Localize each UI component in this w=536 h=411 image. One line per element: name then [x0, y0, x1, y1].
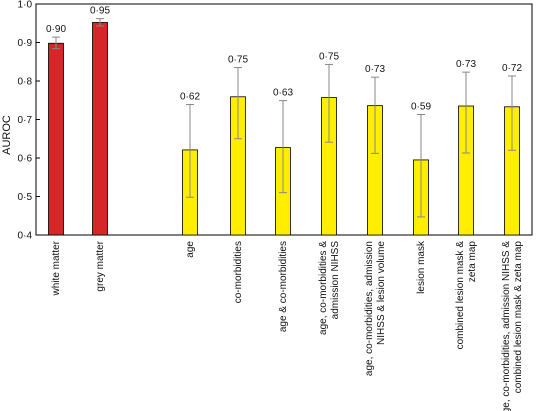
x-tick-label: NIHSS & lesion volume	[376, 241, 387, 345]
x-tick-label: age, co-morbidities, admission	[364, 241, 375, 376]
data-label: 0·62	[180, 91, 200, 102]
x-tick-labels: white matter grey matter age co-morbidities…	[51, 240, 524, 411]
y-tick-label: 0·8	[18, 77, 33, 88]
data-label: 0·75	[319, 51, 339, 62]
x-tick-label: combined lesion mask &	[455, 241, 466, 350]
y-tick-label: 0·4	[18, 231, 33, 242]
y-tick-label: 1·0	[18, 0, 33, 11]
y-tick-label: 0·5	[18, 192, 33, 203]
bars: 0·90 0·95 0·62 0·75 0·63 0·75 0·73 0·59 0·73 0·72	[46, 6, 522, 236]
data-label: 0·75	[228, 55, 248, 66]
x-tick-label: combined lesion mask & zeta map	[513, 241, 524, 394]
bar	[92, 22, 108, 236]
y-tick-label: 0·9	[18, 38, 33, 49]
data-label: 0·90	[46, 24, 66, 35]
data-label: 0·72	[502, 63, 522, 74]
x-tick-label: grey matter	[95, 240, 106, 291]
y-tick-label: 0·6	[18, 154, 33, 165]
x-tick-label: age, co-morbidities, admission NIHSS &	[501, 241, 512, 411]
data-label: 0·73	[456, 59, 476, 70]
bar	[48, 42, 64, 236]
x-tick-label: admission NIHSS	[330, 241, 341, 320]
x-tick-label: zeta map	[467, 241, 478, 283]
data-label: 0·63	[273, 88, 293, 99]
y-axis-label: AUROC	[1, 115, 13, 155]
x-tick-label: co-morbidities	[233, 241, 244, 303]
x-tick-label: age	[185, 241, 196, 258]
x-tick-label: lesion mask	[416, 240, 427, 294]
x-tick-label: white matter	[51, 240, 62, 296]
y-tick-label: 0·7	[18, 115, 33, 126]
data-label: 0·73	[365, 64, 385, 75]
x-tick-label: age & co-morbidities	[278, 241, 289, 332]
x-tick-label: age, co-morbidities &	[318, 241, 329, 335]
data-label: 0·59	[411, 101, 431, 112]
data-label: 0·95	[90, 6, 110, 17]
